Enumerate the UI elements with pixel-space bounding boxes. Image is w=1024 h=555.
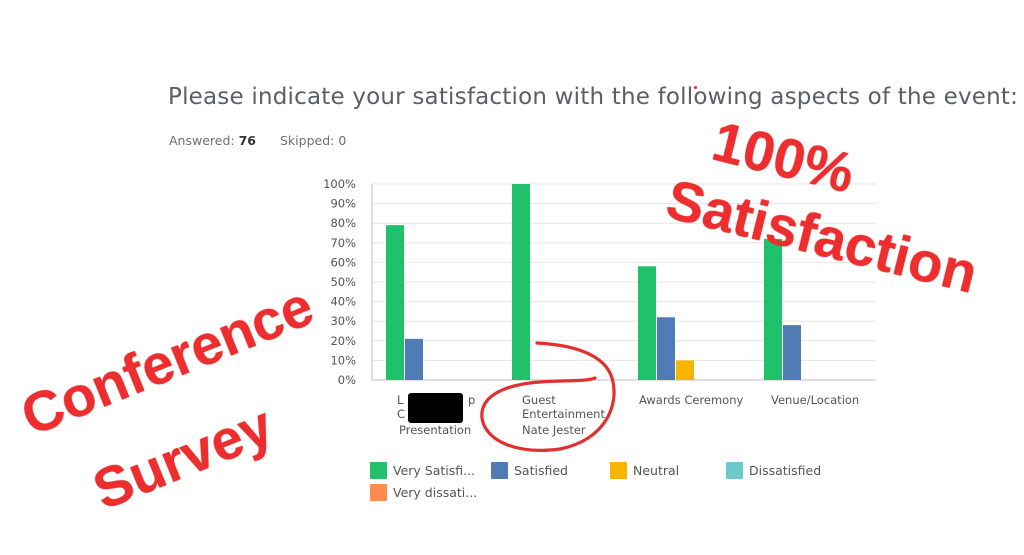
bar-2-0 [638, 266, 656, 380]
question-title: Please indicate your satisfaction with t… [168, 84, 1019, 110]
y-tick-label: 80% [330, 216, 356, 230]
x-tick-label: C [397, 407, 405, 421]
redaction-box [408, 393, 463, 423]
x-tick-label: Awards Ceremony [639, 393, 744, 407]
bar-3-0 [764, 238, 782, 380]
x-tick-label: Nate Jester [522, 423, 586, 437]
y-tick-label: 90% [330, 197, 356, 211]
x-tick-label: Entertainment [522, 407, 605, 421]
red-circle-annotation [480, 341, 616, 452]
y-tick-label: 30% [330, 314, 356, 328]
x-tick-label: Venue/Location [771, 393, 859, 407]
skipped-count: 0 [338, 133, 347, 148]
stray-red-dot [694, 86, 697, 89]
legend-swatch [491, 462, 508, 479]
bar-0-1 [405, 338, 423, 380]
legend-item: Very dissati... [370, 484, 477, 501]
skipped-label: Skipped: [279, 133, 335, 148]
y-tick-label: 100% [323, 177, 356, 191]
legend-swatch [370, 484, 387, 501]
legend-item: Neutral [610, 462, 679, 479]
bar-2-2 [676, 360, 694, 380]
legend-item: Very Satisfi... [370, 462, 475, 479]
legend-label: Very Satisfi... [393, 463, 476, 478]
legend-item: Dissatisfied [726, 462, 821, 479]
y-tick-label: 40% [330, 295, 356, 309]
legend-item: Satisfied [491, 462, 568, 479]
legend-swatch [370, 462, 387, 479]
legend-label: Very dissati... [393, 485, 478, 500]
bar-3-1 [783, 325, 801, 380]
bar-1-0 [512, 184, 530, 380]
legend-label: Neutral [633, 463, 680, 478]
bar-2-1 [657, 317, 675, 380]
x-tick-label: L [397, 393, 404, 407]
bar-0-0 [386, 225, 404, 380]
y-tick-label: 50% [330, 275, 356, 289]
y-tick-label: 20% [330, 334, 356, 348]
response-stats: Answered: 76 Skipped: 0 [169, 133, 346, 148]
x-tick-label: Guest [522, 393, 556, 407]
legend-swatch [726, 462, 743, 479]
y-tick-label: 60% [330, 255, 356, 269]
legend-swatch [610, 462, 627, 479]
legend-label: Dissatisfied [749, 463, 822, 478]
y-tick-label: 0% [338, 373, 356, 387]
x-tick-label: p [468, 393, 475, 407]
answered-count: 76 [238, 133, 256, 148]
y-tick-label: 70% [330, 236, 356, 250]
answered-label: Answered: [169, 133, 235, 148]
y-tick-label: 10% [330, 353, 356, 367]
legend-label: Satisfied [514, 463, 568, 478]
x-tick-label: Presentation [399, 423, 471, 437]
